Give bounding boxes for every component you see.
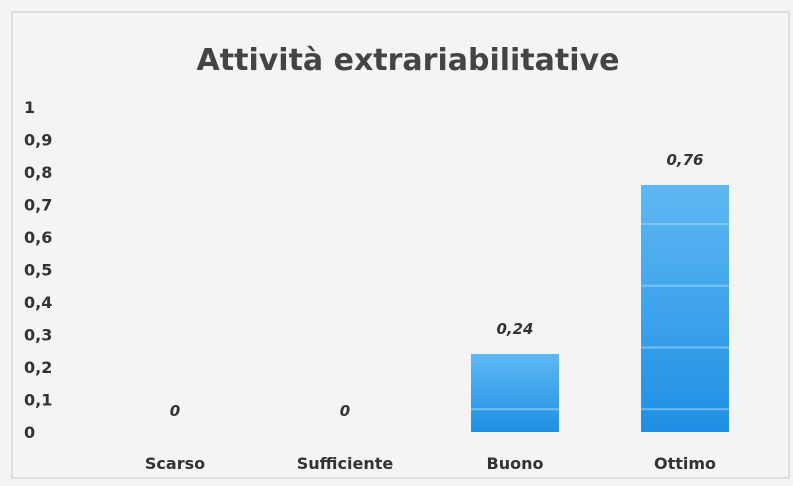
x-tick-label-ottimo: Ottimo	[654, 454, 716, 473]
data-labels-group: 0 0 0,24 0,76	[170, 151, 704, 420]
y-tick-label: 0,7	[24, 196, 52, 215]
chart-border	[11, 11, 790, 479]
y-tick-label: 0,6	[24, 228, 52, 247]
data-label-scarso: 0	[170, 402, 180, 420]
data-label-sufficiente: 0	[340, 402, 350, 420]
y-tick-label: 1	[24, 98, 35, 117]
bar-band	[471, 408, 559, 411]
bar-band	[641, 346, 729, 349]
x-tick-label-buono: Buono	[487, 454, 544, 473]
chart-title: Attività extrariabilitative	[197, 43, 620, 78]
x-tick-label-scarso: Scarso	[145, 454, 205, 473]
bar-ottimo	[641, 185, 729, 432]
data-label-ottimo: 0,76	[666, 151, 703, 169]
bar-band	[641, 284, 729, 287]
y-tick-label: 0,3	[24, 326, 52, 345]
data-label-buono: 0,24	[496, 320, 533, 338]
x-tick-label-sufficiente: Sufficiente	[297, 454, 394, 473]
y-tick-label: 0,9	[24, 131, 52, 150]
y-tick-label: 0,8	[24, 163, 52, 182]
y-tick-label: 0,4	[24, 293, 52, 312]
bar-buono	[471, 354, 559, 432]
y-tick-label: 0,1	[24, 391, 52, 410]
bars-group	[471, 185, 729, 432]
y-tick-label: 0,2	[24, 358, 52, 377]
bar-band	[641, 408, 729, 411]
y-tick-label: 0,5	[24, 261, 52, 280]
bar-band	[641, 223, 729, 225]
y-axis: 0 0,1 0,2 0,3 0,4 0,5 0,6 0,7 0,8 0,9 1	[24, 98, 52, 442]
x-axis: Scarso Sufficiente Buono Ottimo	[145, 454, 716, 473]
y-tick-label: 0	[24, 423, 35, 442]
